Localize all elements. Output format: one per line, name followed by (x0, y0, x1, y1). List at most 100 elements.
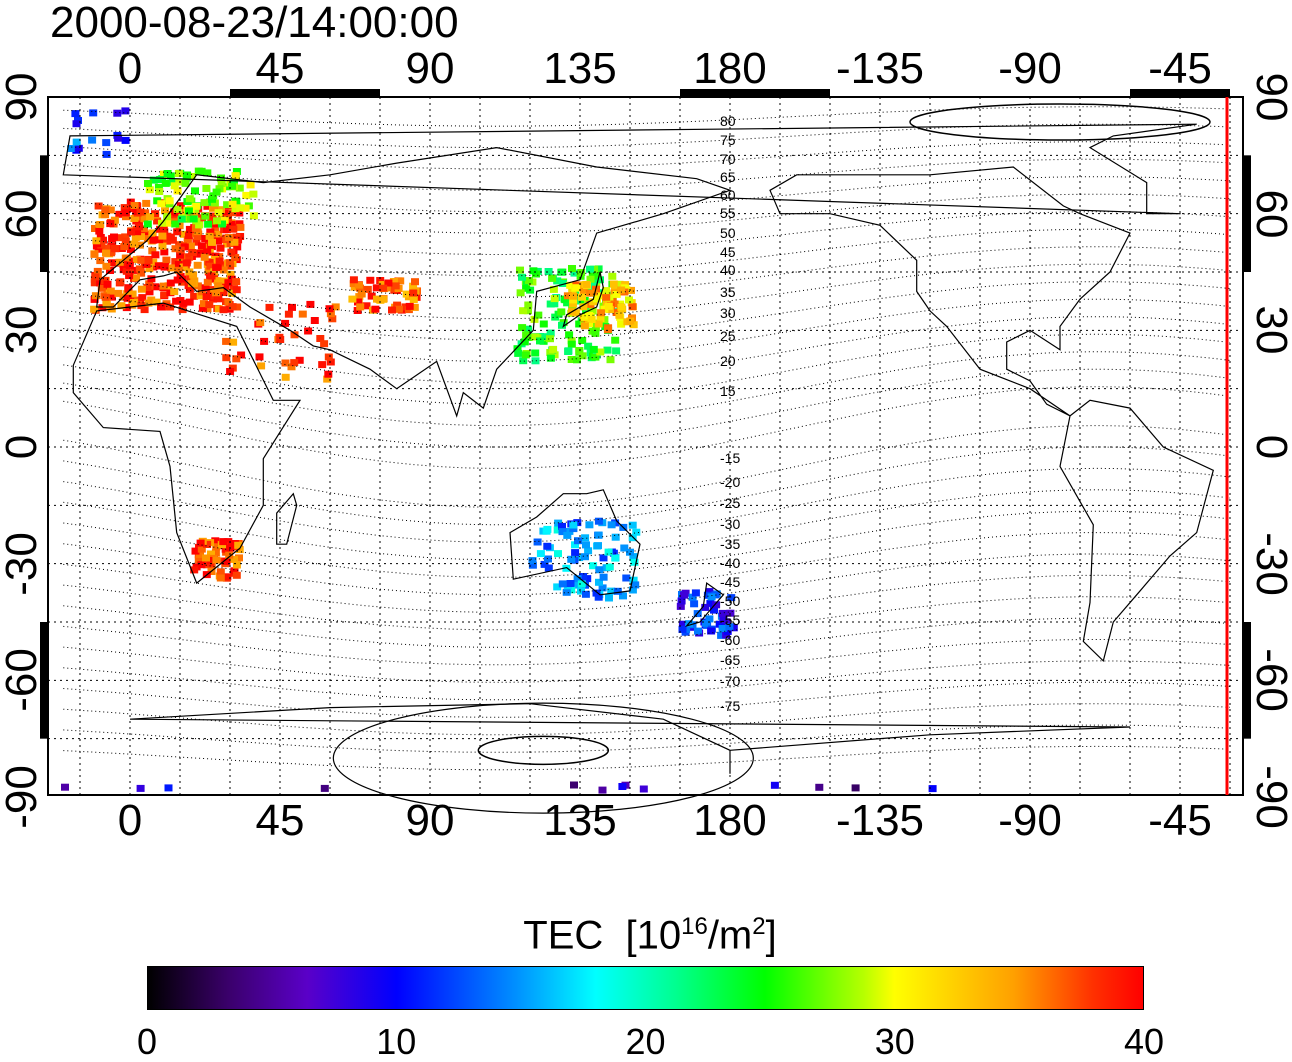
tec-cell (216, 568, 225, 576)
tec-cell (605, 594, 613, 602)
right-lat-tick-label: 60 (1247, 189, 1292, 239)
tec-cell (90, 279, 99, 287)
tec-cell (582, 281, 591, 289)
tec-cell (91, 273, 100, 281)
tec-cell (196, 550, 204, 558)
tec-cell (171, 220, 180, 228)
tec-cell (160, 228, 169, 236)
colorbar-tick-label: 0 (136, 1021, 158, 1062)
contour-label: 80 (720, 113, 736, 129)
tec-cell (690, 600, 699, 608)
tec-cell (550, 295, 559, 303)
colorbar-unit-exponent: 16 (681, 913, 708, 940)
tec-cell (410, 303, 419, 311)
tec-cell (348, 295, 357, 303)
tec-cell (594, 265, 603, 273)
tec-cell (102, 139, 111, 147)
tec-cell (575, 347, 584, 354)
tec-cell (518, 273, 526, 281)
tec-cell (604, 548, 613, 556)
left-tick-bar (40, 622, 48, 739)
tec-cell (197, 561, 206, 569)
north-pole-contour (909, 103, 1211, 141)
tec-cell (197, 242, 206, 250)
tec-cell (630, 558, 639, 566)
south-pole-contour (477, 735, 610, 766)
tec-cell (295, 356, 304, 364)
tec-cell (544, 564, 553, 572)
tec-cell (151, 210, 159, 218)
tec-cell (256, 319, 265, 327)
tec-cell (204, 220, 213, 228)
tec-cell (611, 336, 620, 344)
tec-cell (102, 300, 111, 308)
contour-line (63, 446, 1231, 526)
tec-cell (197, 545, 206, 553)
tec-cell (533, 538, 542, 546)
tec-cell (215, 257, 224, 265)
tec-cell (590, 319, 599, 327)
colorbar-unit-prefix: [10 (625, 913, 682, 958)
tec-cell (249, 212, 258, 220)
left-lat-tick-label: 0 (0, 434, 46, 460)
contour-label: -35 (720, 536, 740, 552)
tec-cell (205, 259, 214, 266)
tec-cell (548, 274, 557, 282)
tec-cell (132, 207, 141, 215)
tec-cell (229, 225, 238, 233)
bottom-lon-tick-label: 0 (117, 796, 143, 845)
top-lon-tick-label: -90 (998, 44, 1062, 93)
tec-cell (284, 310, 293, 318)
tec-cell (202, 554, 210, 562)
tec-cell (231, 205, 240, 213)
tec-cell (589, 289, 598, 297)
contour-label: -40 (720, 555, 740, 571)
contour-line (63, 724, 1231, 753)
coastlines (62, 123, 1215, 774)
tec-cell (93, 267, 102, 275)
tec-cell (106, 287, 115, 295)
tec-cell (232, 278, 241, 286)
tec-cell (320, 784, 329, 792)
tec-cell (287, 363, 296, 371)
tec-cell (570, 269, 579, 277)
tec-cell (120, 204, 129, 212)
tec-cell (102, 244, 111, 252)
tec-cell (230, 555, 238, 563)
tec-cell (90, 295, 99, 303)
tec-cell (211, 549, 220, 557)
tec-cell (331, 303, 340, 311)
tec-cell (144, 299, 153, 307)
tec-cell (158, 232, 167, 240)
tec-cell (265, 303, 274, 311)
tec-cell (562, 588, 571, 596)
contour-line (63, 123, 1231, 149)
tec-cell (222, 337, 231, 345)
tec-cell (128, 290, 137, 298)
tec-cell (202, 185, 211, 192)
tec-cell (136, 208, 145, 216)
tec-cell (520, 338, 529, 346)
tec-cell (184, 207, 193, 215)
tec-cell (148, 247, 157, 255)
tec-cell (101, 211, 110, 219)
tec-cell (577, 269, 586, 276)
tec-cell (228, 303, 237, 311)
tec-cell (226, 270, 235, 278)
tec-cell (232, 571, 241, 579)
tec-cell (211, 226, 220, 234)
contour-line (63, 298, 1231, 362)
tec-cell (121, 209, 130, 217)
contour-line (63, 532, 1231, 596)
tec-cell (590, 265, 599, 273)
tec-cell (567, 356, 576, 363)
top-tick-bar (230, 89, 380, 97)
tec-cell (204, 267, 213, 275)
tec-cell (115, 210, 124, 218)
tec-cell (227, 248, 236, 256)
tec-cell (188, 249, 197, 256)
tec-cell (585, 521, 594, 529)
tec-cell (585, 320, 594, 328)
tec-cell (712, 601, 721, 609)
tec-cell (546, 329, 555, 337)
